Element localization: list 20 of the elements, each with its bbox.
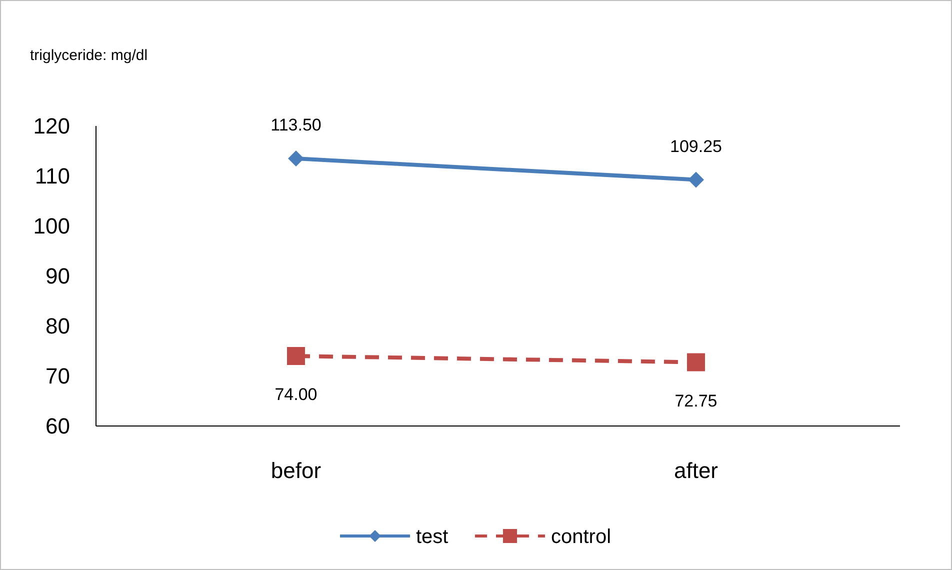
y-tick-label: 120	[33, 114, 70, 139]
legend-label: test	[416, 526, 449, 548]
chart-title: triglyceride: mg/dl	[30, 47, 148, 64]
y-tick-label: 70	[46, 364, 70, 389]
y-tick-label: 110	[34, 164, 70, 189]
data-label: 74.00	[274, 385, 318, 404]
y-tick-label: 60	[46, 414, 70, 439]
point	[288, 150, 304, 166]
legend-label: control	[551, 526, 612, 548]
y-tick-label: 90	[46, 264, 70, 289]
point	[287, 347, 305, 365]
data-label: 72.75	[674, 391, 718, 410]
y-tick-label: 100	[33, 214, 70, 239]
data-label: 109.25	[670, 136, 722, 156]
x-tick-label: befor	[270, 458, 322, 483]
y-tick-label: 80	[46, 314, 70, 339]
point	[687, 353, 705, 372]
point	[688, 172, 704, 188]
data-label: 113.50	[270, 116, 322, 134]
x-tick-label: after	[674, 458, 718, 483]
